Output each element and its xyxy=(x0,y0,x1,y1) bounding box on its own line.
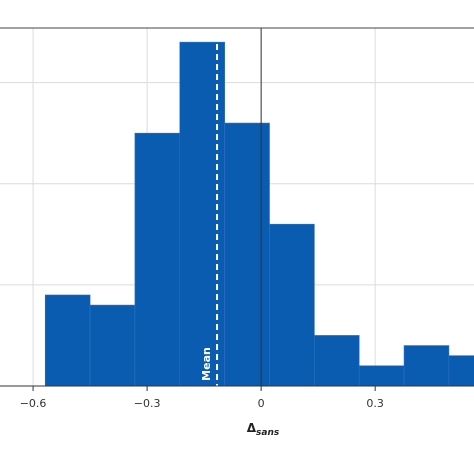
x-label-main: Δ xyxy=(247,421,257,435)
x-tick-label: 0.3 xyxy=(366,397,384,410)
x-label-sub: sans xyxy=(256,428,280,438)
x-tick-label: −0.6 xyxy=(20,397,47,410)
bar xyxy=(44,294,91,387)
bar xyxy=(134,132,181,387)
bar xyxy=(224,122,270,387)
bar xyxy=(448,355,474,387)
bar xyxy=(358,365,405,387)
mean-label: Mean xyxy=(200,347,213,381)
x-tick-label: −0.3 xyxy=(134,397,161,410)
bar xyxy=(314,335,360,387)
x-axis-label: Δsans xyxy=(247,421,280,438)
bar xyxy=(269,223,315,387)
bar xyxy=(89,304,136,387)
x-tick-label: 0 xyxy=(258,397,265,410)
bars xyxy=(44,41,474,387)
bar xyxy=(403,345,450,387)
